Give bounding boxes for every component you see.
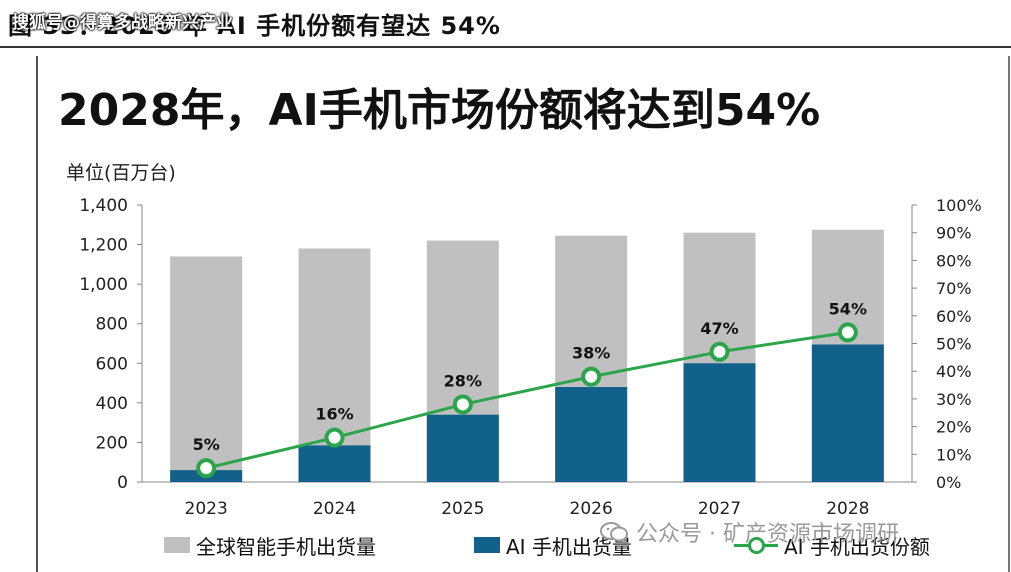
legend-item-total: 全球智能手机出货量 [164,530,376,560]
y-left-tick-label: 0 [117,473,128,493]
legend-item-share: AI 手机出货份额 [734,530,930,560]
y-left-tick-label: 1,000 [79,275,128,295]
figure-caption: 图 33：2028 年 AI 手机份额有望达 54% [8,12,501,40]
y-right-tick-label: 30% [936,390,972,409]
wechat-watermark: 公众号 · 矿产资源市场调研 [600,516,899,548]
legend-swatch-share [734,535,778,555]
data-label-share-2024: 16% [315,405,353,424]
y-right-tick-label: 100% [936,196,982,215]
y-right-tick-label: 10% [936,445,972,464]
y-left-tick-label: 800 [96,315,128,335]
point-share-2023 [196,458,217,479]
x-tick-label-2023: 2023 [185,499,228,519]
y-left-tick-label: 1,200 [79,236,128,256]
bar-ai-2027 [683,363,756,482]
bar-ai-2028 [811,344,884,482]
y-left-tick-label: 600 [96,354,128,374]
data-label-share-2028: 54% [829,299,867,318]
point-share-2024 [324,427,345,448]
chart-headline: 2028年，AI手机市场份额将达到54% [58,85,821,136]
data-label-share-2025: 28% [444,371,482,390]
legend-swatch-total [164,537,190,553]
bar-total-2023 [170,256,243,482]
bar-ai-2026 [555,387,628,482]
y-right-tick-label: 60% [936,307,972,326]
legend-label-total: 全球智能手机出货量 [196,534,376,559]
wechat-icon [600,522,628,542]
legend-label-share: AI 手机出货份额 [784,534,930,559]
y-right-tick-label: 40% [936,362,972,381]
point-share-2027 [709,341,730,362]
unit-label: 单位(百万台) [66,162,176,184]
bar-ai-2024 [298,445,371,482]
y-right-tick-label: 50% [936,335,972,354]
x-tick-label-2028: 2028 [826,499,869,519]
bar-ai-2025 [426,414,499,482]
y-left-tick-label: 400 [96,394,128,414]
point-share-2026 [581,366,602,387]
data-label-share-2027: 47% [700,319,738,338]
x-tick-label-2027: 2027 [698,499,741,519]
data-label-share-2026: 38% [572,344,610,363]
watermark-text: 公众号 · 矿产资源市场调研 [636,522,899,547]
point-share-2028 [837,322,858,343]
frame-border-right [1008,56,1010,572]
frame-divider [0,46,1011,48]
frame-border-left [36,56,38,572]
series-line-share [205,330,849,470]
data-label-share-2023: 5% [193,435,220,454]
y-right-tick-label: 20% [936,418,972,437]
legend-swatch-ai [474,537,500,553]
y-right-tick-label: 90% [936,224,972,243]
x-tick-label-2026: 2026 [570,499,613,519]
y-right-tick-label: 80% [936,251,972,270]
y-left-tick-label: 1,400 [79,196,128,216]
x-tick-label-2024: 2024 [313,499,356,519]
y-right-tick-label: 0% [936,473,961,492]
point-share-2025 [452,394,473,415]
x-tick-label-2025: 2025 [441,499,484,519]
y-left-tick-label: 200 [96,433,128,453]
y-right-tick-label: 70% [936,279,972,298]
source-watermark: 搜狐号@得算多战略新兴产业 [12,13,233,33]
